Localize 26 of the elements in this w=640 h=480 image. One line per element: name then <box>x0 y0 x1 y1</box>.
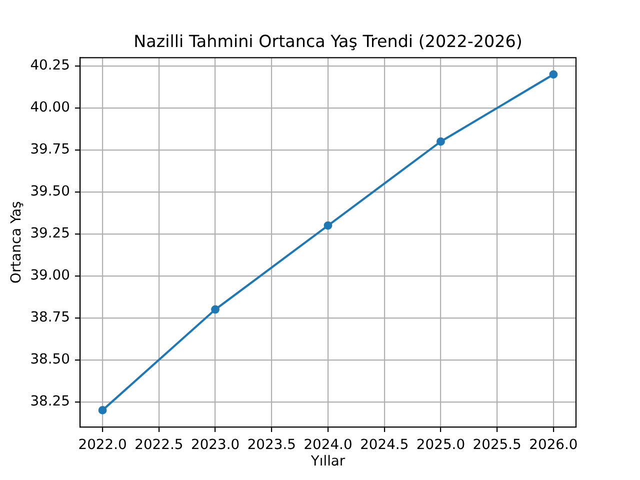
x-tick-label: 2022.0 <box>78 436 127 453</box>
y-axis-title: Ortanca Yaş <box>8 201 25 284</box>
point <box>436 137 445 146</box>
x-tick-label: 2025.5 <box>472 436 522 453</box>
x-tick-label: 2026.0 <box>529 436 578 453</box>
chart-title: Nazilli Tahmini Ortanca Yaş Trendi (2022-2026) <box>134 31 522 52</box>
point <box>98 406 107 414</box>
x-tick-label: 2025.0 <box>416 436 466 453</box>
y-tick-label: 39.25 <box>30 226 70 242</box>
y-tick-label: 38.75 <box>30 309 70 326</box>
point <box>211 305 220 314</box>
y-tick-label: 40.00 <box>30 100 70 116</box>
point <box>549 70 558 79</box>
x-tick-label: 2022.5 <box>134 436 184 453</box>
y-tick-label: 38.25 <box>30 393 70 410</box>
x-tick-label: 2023.0 <box>190 436 240 453</box>
point <box>324 221 332 230</box>
y-tick-label: 39.75 <box>30 142 70 158</box>
x-tick-label: 2023.5 <box>247 436 296 453</box>
x-tick-label: 2024.0 <box>304 436 352 453</box>
y-tick-label: 39.50 <box>30 184 70 200</box>
x-tick-label: 2024.5 <box>360 436 409 453</box>
y-tick-label: 40.25 <box>30 58 70 74</box>
y-tick-label: 38.50 <box>30 351 70 368</box>
x-axis-title: Yıllar <box>310 454 346 470</box>
y-tick-label: 39.00 <box>30 268 70 284</box>
